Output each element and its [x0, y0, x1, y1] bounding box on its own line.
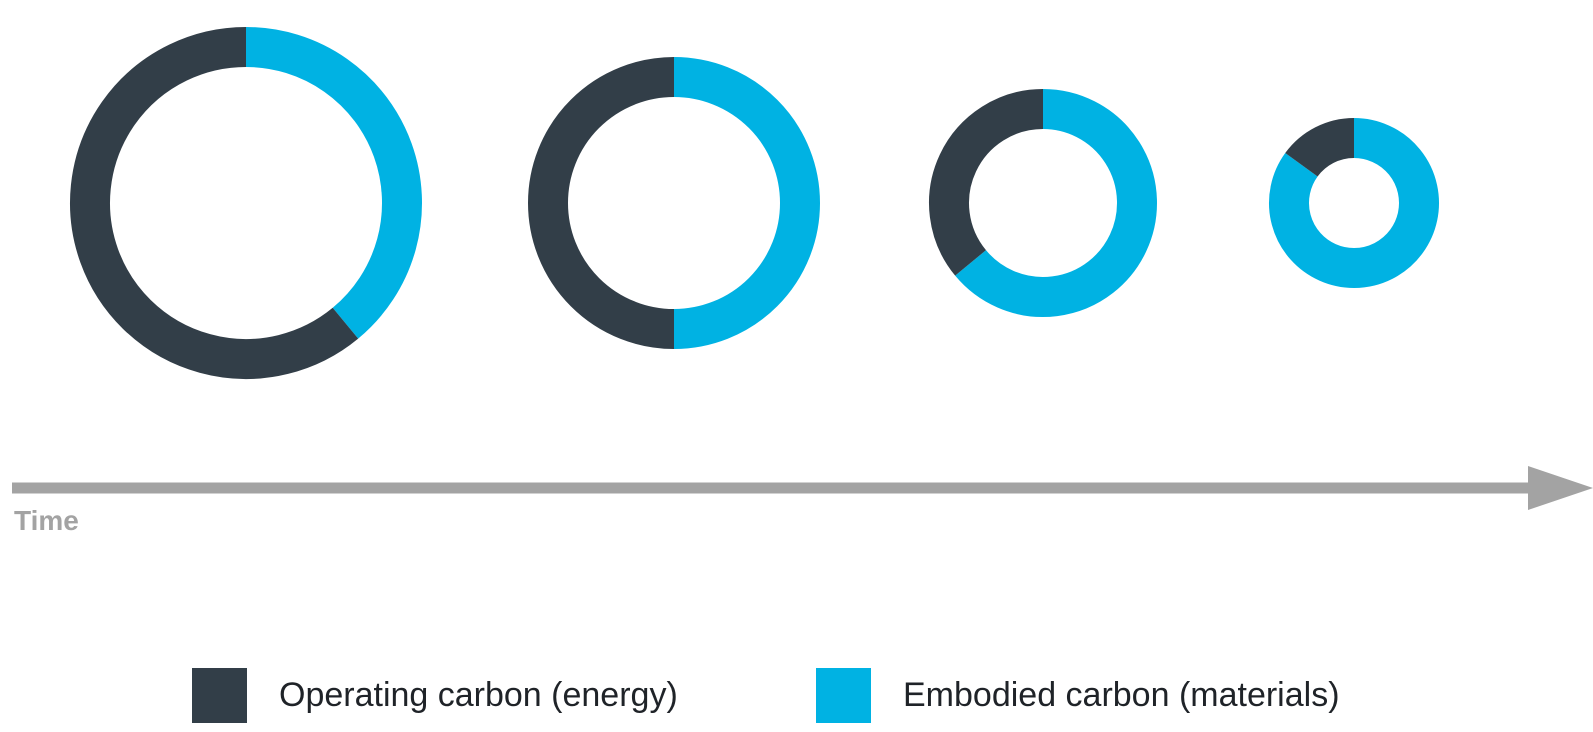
time-axis-arrowhead — [1528, 466, 1593, 510]
legend: Operating carbon (energy) Embodied carbo… — [0, 668, 1593, 732]
legend-label-operating: Operating carbon (energy) — [279, 676, 678, 714]
legend-label-embodied: Embodied carbon (materials) — [903, 676, 1340, 714]
legend-item-operating: Operating carbon (energy) — [192, 668, 678, 723]
donut-rings — [70, 27, 1439, 379]
ring-1-embodied-arc — [245, 27, 422, 339]
time-axis — [12, 466, 1593, 510]
legend-swatch-embodied — [816, 668, 871, 723]
ring-4-operating-arc — [1285, 118, 1355, 178]
ring-3-embodied-arc — [955, 89, 1157, 317]
ring-3-operating-arc — [929, 89, 1044, 276]
legend-swatch-operating — [192, 668, 247, 723]
ring-2-operating-arc — [528, 57, 675, 349]
ring-1-operating-arc — [70, 27, 359, 379]
legend-item-embodied: Embodied carbon (materials) — [816, 668, 1340, 723]
ring-4-embodied-arc — [1269, 118, 1439, 288]
time-axis-label: Time — [14, 505, 79, 536]
ring-2-embodied-arc — [673, 57, 820, 349]
